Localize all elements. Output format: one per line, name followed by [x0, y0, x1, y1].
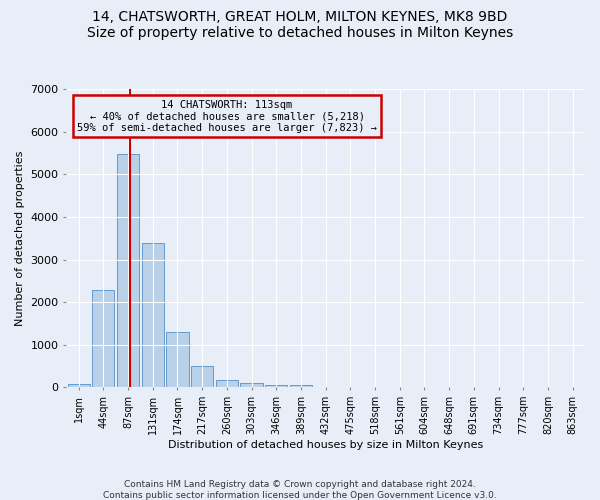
Text: 14 CHATSWORTH: 113sqm
← 40% of detached houses are smaller (5,218)
59% of semi-d: 14 CHATSWORTH: 113sqm ← 40% of detached … — [77, 100, 377, 133]
X-axis label: Distribution of detached houses by size in Milton Keynes: Distribution of detached houses by size … — [168, 440, 483, 450]
Bar — [241, 384, 263, 388]
Bar — [216, 380, 238, 388]
Bar — [290, 385, 312, 388]
Bar — [92, 290, 115, 388]
Bar — [68, 384, 90, 388]
Y-axis label: Number of detached properties: Number of detached properties — [15, 150, 25, 326]
Bar — [142, 244, 164, 388]
Bar — [265, 384, 287, 388]
Bar — [117, 154, 139, 388]
Bar — [166, 332, 188, 388]
Text: Contains HM Land Registry data © Crown copyright and database right 2024.
Contai: Contains HM Land Registry data © Crown c… — [103, 480, 497, 500]
Bar — [191, 366, 213, 388]
Text: 14, CHATSWORTH, GREAT HOLM, MILTON KEYNES, MK8 9BD
Size of property relative to : 14, CHATSWORTH, GREAT HOLM, MILTON KEYNE… — [87, 10, 513, 40]
